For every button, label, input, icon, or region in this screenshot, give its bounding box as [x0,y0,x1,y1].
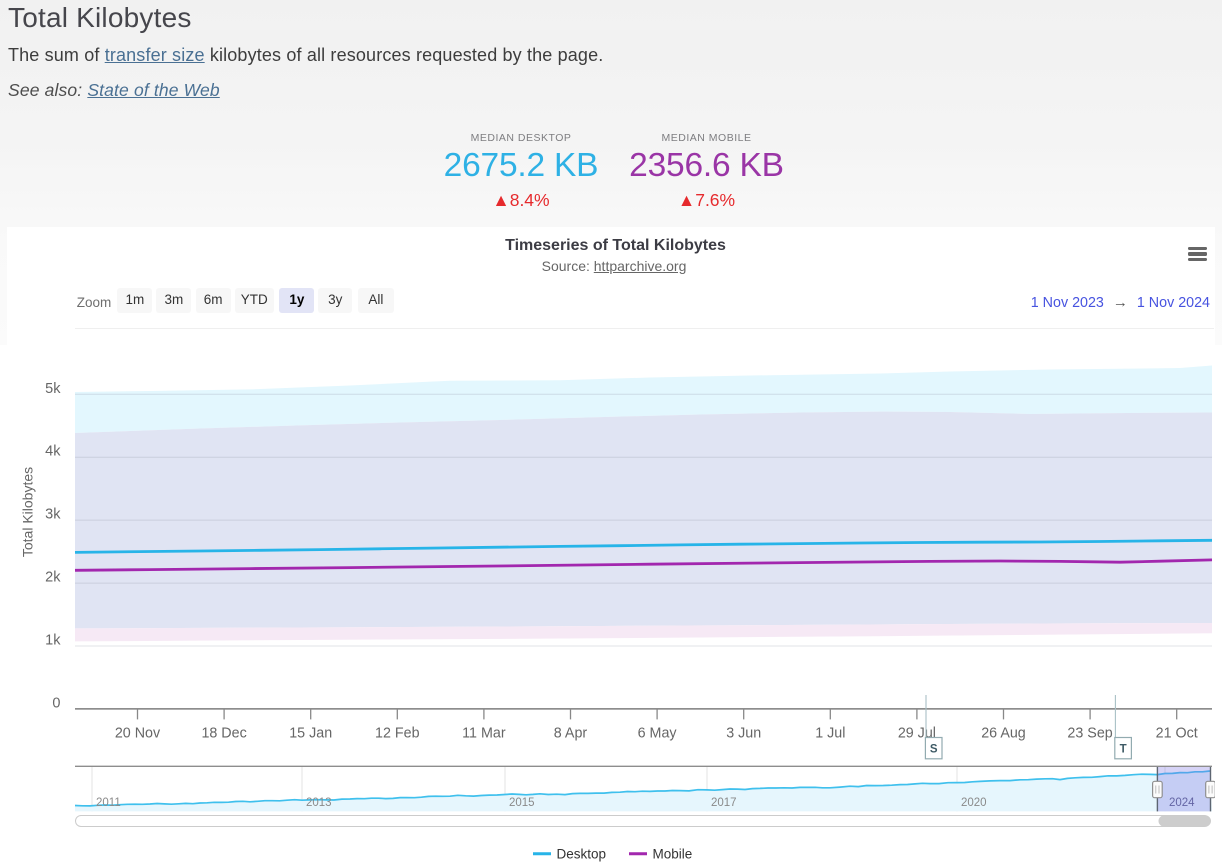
svg-text:2020: 2020 [961,797,987,809]
svg-text:8 Apr: 8 Apr [554,726,588,742]
svg-text:15 Jan: 15 Jan [289,726,332,742]
svg-text:2024: 2024 [1169,797,1195,809]
svg-text:2017: 2017 [711,797,737,809]
svg-text:3k: 3k [45,507,61,523]
svg-text:1 Jul: 1 Jul [815,726,845,742]
svg-text:3 Jun: 3 Jun [726,726,761,742]
svg-text:1k: 1k [45,633,61,649]
svg-text:Desktop: Desktop [557,847,607,862]
svg-text:Mobile: Mobile [653,847,693,862]
svg-text:11 Mar: 11 Mar [462,726,506,742]
svg-text:12 Feb: 12 Feb [375,726,420,742]
svg-text:23 Sep: 23 Sep [1067,726,1112,742]
svg-text:5k: 5k [45,381,61,397]
svg-text:Total Kilobytes: Total Kilobytes [20,467,36,557]
svg-text:4k: 4k [45,444,61,460]
svg-text:6 May: 6 May [638,726,678,742]
svg-text:21 Oct: 21 Oct [1156,726,1198,742]
svg-text:T: T [1120,744,1127,756]
svg-text:18 Dec: 18 Dec [201,726,246,742]
svg-text:S: S [930,744,938,756]
svg-text:2011: 2011 [96,797,121,809]
svg-text:2015: 2015 [509,797,535,809]
svg-text:2k: 2k [45,570,61,586]
svg-text:26 Aug: 26 Aug [981,726,1026,742]
svg-text:20 Nov: 20 Nov [115,726,161,742]
svg-text:0: 0 [52,695,60,711]
svg-text:2013: 2013 [306,797,332,809]
